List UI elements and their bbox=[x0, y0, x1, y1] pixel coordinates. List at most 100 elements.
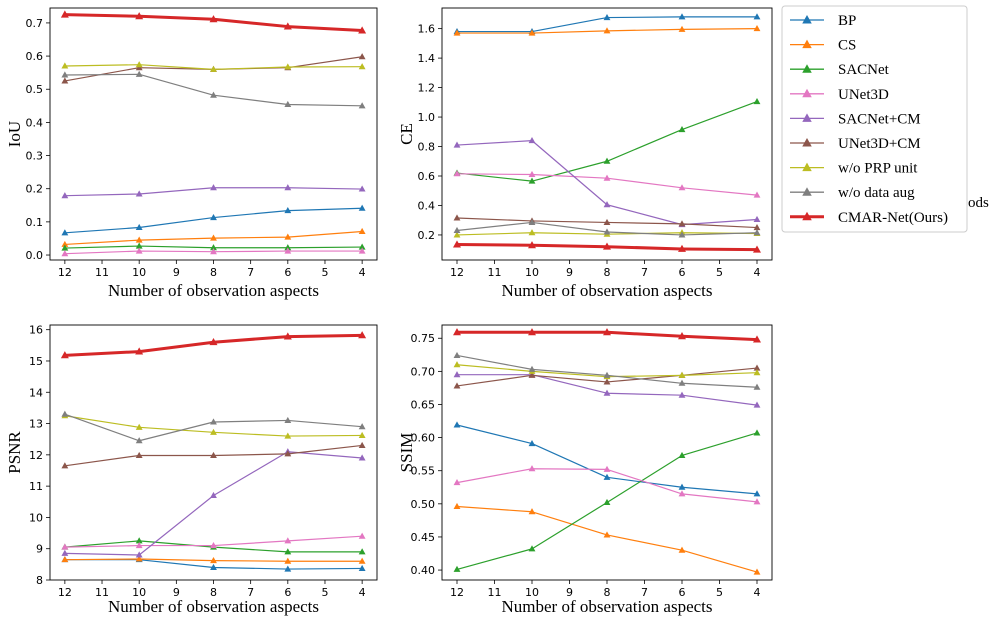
legend-entry-w-o-data-aug: w/o data aug bbox=[790, 185, 915, 201]
data-point-marker bbox=[528, 170, 536, 178]
data-point-marker bbox=[603, 465, 611, 472]
data-point-marker bbox=[61, 71, 69, 78]
data-point-marker bbox=[61, 244, 69, 251]
data-point-marker bbox=[135, 437, 143, 444]
x-tick-label: 6 bbox=[679, 266, 686, 279]
legend-marker bbox=[802, 187, 812, 196]
legend-label: UNet3D+CM bbox=[838, 136, 921, 152]
y-tick-label: 1.0 bbox=[418, 111, 436, 124]
data-point-marker bbox=[603, 228, 611, 235]
x-tick-label: 10 bbox=[525, 586, 539, 599]
y-tick-label: 0.2 bbox=[418, 229, 436, 242]
y-tick-label: 1.6 bbox=[418, 23, 436, 36]
series-cmar-net-ours bbox=[60, 10, 367, 34]
data-point-marker bbox=[284, 557, 292, 564]
y-tick-label: 12 bbox=[29, 449, 43, 462]
data-point-marker bbox=[358, 441, 366, 448]
data-point-marker bbox=[210, 428, 217, 435]
data-point-marker bbox=[453, 214, 461, 221]
data-point-marker bbox=[753, 223, 761, 231]
legend-marker bbox=[802, 64, 812, 73]
legend-marker bbox=[802, 211, 812, 221]
data-point-marker bbox=[528, 241, 536, 249]
y-axis-label: SSIM bbox=[397, 433, 416, 473]
x-tick-label: 6 bbox=[679, 586, 686, 599]
data-point-marker bbox=[358, 454, 366, 461]
data-point-marker bbox=[528, 177, 536, 184]
data-point-marker bbox=[453, 141, 461, 148]
data-point-marker bbox=[61, 62, 69, 69]
data-point-marker bbox=[603, 157, 611, 164]
data-point-marker bbox=[61, 192, 69, 199]
x-tick-label: 9 bbox=[566, 266, 573, 279]
data-point-marker bbox=[753, 429, 761, 436]
y-tick-label: 0.1 bbox=[26, 216, 44, 229]
data-point-marker bbox=[603, 389, 611, 396]
y-tick-label: 0.45 bbox=[411, 531, 436, 544]
data-point-marker bbox=[678, 231, 686, 238]
y-axis-label: CE bbox=[397, 123, 416, 145]
data-point-marker bbox=[528, 29, 536, 36]
legend-label: CS bbox=[838, 38, 856, 54]
x-axis-label: Number of observation aspects bbox=[501, 597, 712, 616]
y-tick-label: 1.2 bbox=[418, 82, 436, 95]
data-point-marker bbox=[284, 100, 292, 108]
x-tick-label: 10 bbox=[132, 266, 146, 279]
data-point-marker bbox=[61, 229, 69, 236]
data-point-marker bbox=[61, 77, 69, 84]
data-point-marker bbox=[283, 332, 292, 340]
data-point-marker bbox=[678, 451, 686, 459]
data-point-marker bbox=[753, 383, 761, 390]
y-tick-label: 15 bbox=[29, 355, 43, 368]
data-point-marker bbox=[284, 206, 292, 214]
y-tick-label: 0.4 bbox=[26, 116, 44, 129]
data-point-marker bbox=[453, 421, 461, 428]
x-tick-label: 10 bbox=[132, 586, 146, 599]
data-point-marker bbox=[753, 568, 761, 575]
data-point-marker bbox=[358, 532, 366, 539]
y-tick-label: 0.2 bbox=[26, 183, 44, 196]
series-bp bbox=[61, 204, 366, 236]
data-point-marker bbox=[358, 431, 366, 438]
x-tick-label: 6 bbox=[284, 266, 291, 279]
data-point-marker bbox=[61, 410, 69, 417]
data-point-marker bbox=[453, 371, 461, 378]
x-tick-label: 11 bbox=[95, 586, 109, 599]
x-tick-label: 7 bbox=[641, 586, 648, 599]
legend-marker bbox=[802, 39, 812, 49]
data-point-marker bbox=[603, 218, 611, 225]
legend-box bbox=[781, 5, 968, 233]
data-point-marker bbox=[603, 378, 611, 385]
x-axis-label: Number of observation aspects bbox=[108, 597, 319, 616]
data-point-marker bbox=[135, 223, 143, 231]
data-point-marker bbox=[678, 546, 686, 553]
y-axis-label: PSNR bbox=[5, 431, 24, 474]
data-point-marker bbox=[284, 537, 292, 544]
x-tick-label: 5 bbox=[321, 586, 328, 599]
series-sacnet-cm bbox=[61, 448, 366, 558]
data-point-marker bbox=[603, 13, 611, 21]
data-point-marker bbox=[453, 240, 461, 248]
data-point-marker bbox=[358, 185, 366, 192]
data-point-marker bbox=[358, 204, 366, 211]
series-line bbox=[456, 505, 758, 573]
data-point-marker bbox=[61, 462, 69, 469]
data-point-marker bbox=[528, 137, 536, 144]
data-point-marker bbox=[283, 22, 292, 30]
data-point-marker bbox=[678, 220, 686, 227]
legend-entry-bp: BP bbox=[790, 13, 856, 29]
data-point-marker bbox=[753, 229, 761, 236]
series-cmar-net-ours bbox=[453, 328, 761, 343]
y-tick-label: 0.0 bbox=[26, 249, 44, 262]
data-point-marker bbox=[753, 364, 761, 371]
data-point-marker bbox=[753, 191, 761, 198]
y-tick-label: 0.4 bbox=[418, 199, 436, 212]
y-tick-label: 13 bbox=[29, 418, 43, 431]
data-point-marker bbox=[210, 248, 217, 255]
x-tick-label: 6 bbox=[284, 586, 291, 599]
series-cs bbox=[453, 25, 761, 36]
x-tick-label: 7 bbox=[247, 586, 254, 599]
y-tick-label: 0.6 bbox=[418, 170, 436, 183]
data-point-marker bbox=[135, 423, 143, 430]
data-point-marker bbox=[210, 418, 217, 425]
